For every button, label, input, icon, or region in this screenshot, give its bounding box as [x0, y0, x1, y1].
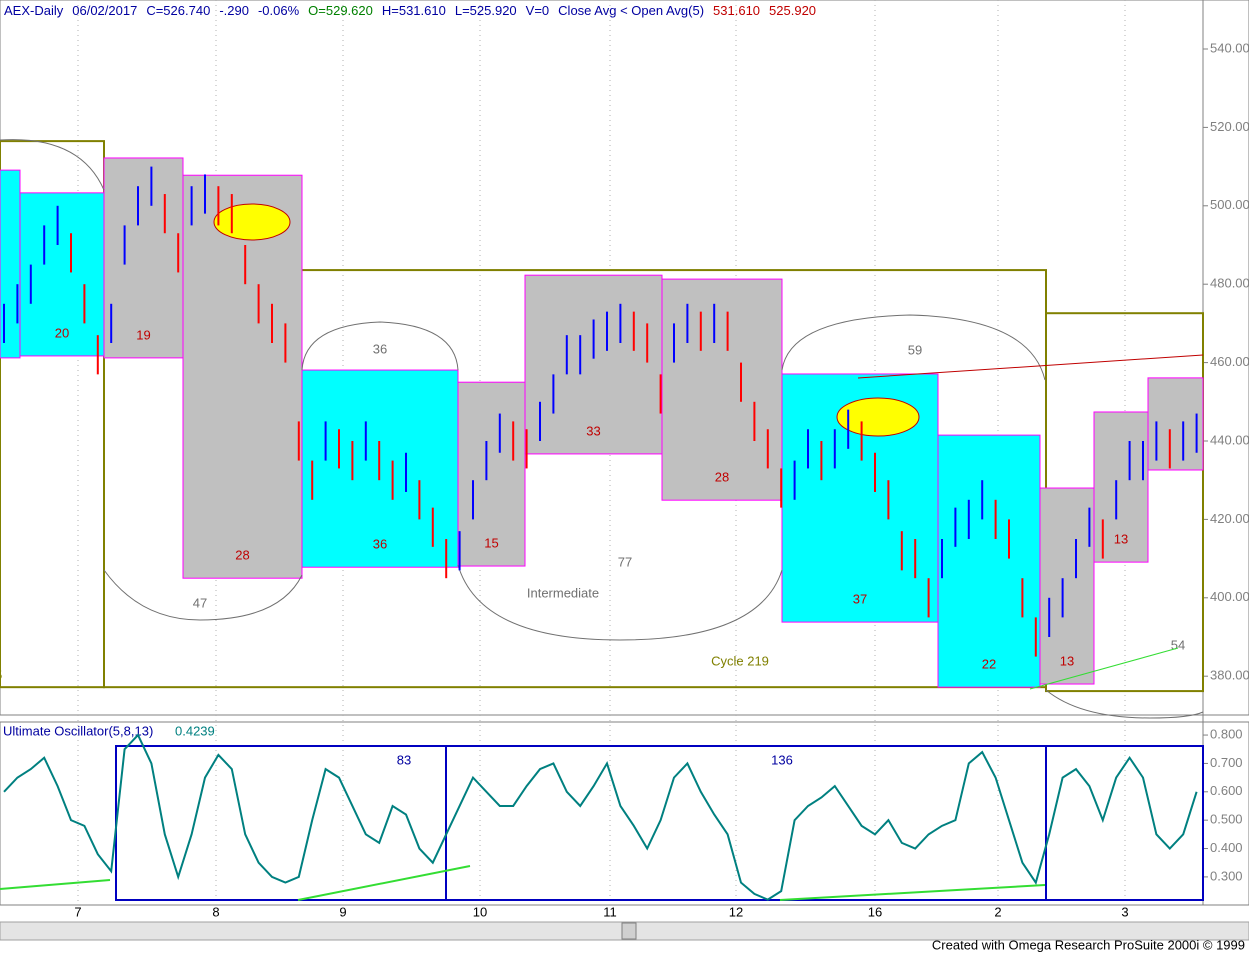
cycle-label: 36 [373, 537, 387, 552]
arc-label: 77 [618, 554, 632, 569]
cycle-label: 13 [1114, 532, 1128, 547]
y-tick-label: 0.400 [1210, 840, 1243, 855]
oscillator-panel [0, 721, 1249, 906]
y-tick-label: 420.00 [1210, 511, 1249, 526]
cycle-arc [457, 564, 783, 641]
y-tick-label: 0.600 [1210, 783, 1243, 798]
oscillator-title: Ultimate Oscillator(5,8,13) [3, 723, 153, 738]
x-tick-label: 12 [729, 904, 743, 919]
x-tick-label: 16 [868, 904, 882, 919]
trend-line [1029, 647, 1179, 690]
cycle-label: 37 [853, 592, 867, 607]
header-field: C=526.740 [146, 3, 211, 18]
cycle-label: 28 [715, 470, 729, 485]
oscillator-line [3, 733, 1198, 901]
arc-label: 47 [193, 595, 207, 610]
arc-label: 59 [908, 342, 922, 357]
trend-line [0, 879, 111, 890]
arc-label: 36 [373, 341, 387, 356]
scroll-thumb [621, 922, 637, 940]
x-tick-label: 8 [212, 904, 219, 919]
header-field: AEX-Daily [4, 3, 64, 18]
header-field: -.290 [219, 3, 249, 18]
highlight [213, 203, 291, 241]
cycle-arc [781, 314, 1046, 381]
x-tick-label: 9 [339, 904, 346, 919]
cycle-arc [103, 569, 303, 621]
cycle-label: 19 [136, 327, 150, 342]
cycle-label: 22 [982, 657, 996, 672]
cycle-box [524, 274, 663, 455]
cycle-label: 28 [235, 548, 249, 563]
y-tick-label: 0.500 [1210, 812, 1243, 827]
header-field: -0.06% [257, 3, 300, 18]
major-label: Cycle 219 [711, 653, 769, 668]
trend-line [297, 865, 471, 901]
cycle-box [19, 192, 105, 357]
cycle-arc [0, 139, 105, 191]
trend-line [779, 884, 1046, 901]
y-tick-label: 540.00 [1210, 40, 1249, 55]
header-field: 525.920 [769, 3, 817, 18]
trend-line [857, 354, 1204, 379]
header-field: V=0 [525, 3, 550, 18]
header-field: O=529.620 [308, 3, 373, 18]
header-field: Close Avg < Open Avg(5) [558, 3, 705, 18]
price-panel [0, 0, 1249, 716]
header-field: H=531.610 [381, 3, 446, 18]
header: AEX-Daily 06/02/2017 C=526.740 -.290 -0.06% O… [4, 3, 825, 18]
oscillator-value: 0.4239 [175, 723, 215, 738]
highlight [836, 397, 920, 437]
y-tick-label: 0.700 [1210, 755, 1243, 770]
oscillator-box-label: 136 [771, 752, 793, 767]
x-tick-label: 3 [1121, 904, 1128, 919]
cycle-label: 33 [586, 423, 600, 438]
x-tick-label: 10 [473, 904, 487, 919]
cycle-label: 20 [55, 325, 69, 340]
arc-label: Intermediate [527, 585, 599, 600]
y-tick-label: 500.00 [1210, 197, 1249, 212]
header-field: 06/02/2017 [72, 3, 138, 18]
y-tick-label: 0.300 [1210, 868, 1243, 883]
y-tick-label: 520.00 [1210, 119, 1249, 134]
x-tick-label: 7 [74, 904, 81, 919]
cycle-box [1039, 487, 1095, 685]
cycle-label: 15 [484, 535, 498, 550]
oscillator-box-label: 83 [397, 752, 411, 767]
cycle-box [937, 434, 1041, 688]
arc-label: 54 [1171, 637, 1185, 652]
header-field: L=525.920 [454, 3, 517, 18]
y-tick-label: 460.00 [1210, 354, 1249, 369]
footer: Created with Omega Research ProSuite 200… [932, 937, 1245, 952]
y-tick-label: 480.00 [1210, 276, 1249, 291]
cycle-arc [1045, 689, 1204, 719]
x-tick-label: 11 [603, 904, 617, 919]
y-tick-label: 400.00 [1210, 589, 1249, 604]
oscillator-box [1045, 745, 1204, 901]
cycle-box [182, 174, 303, 579]
cycle-box [457, 381, 526, 567]
major-label: 5 [0, 667, 2, 682]
cycle-box [103, 157, 184, 359]
y-tick-label: 440.00 [1210, 432, 1249, 447]
x-tick-label: 2 [994, 904, 1001, 919]
cycle-box [661, 278, 783, 501]
y-tick-label: 0.800 [1210, 726, 1243, 741]
header-field: 531.610 [713, 3, 761, 18]
cycle-arc [301, 321, 459, 371]
y-tick-label: 380.00 [1210, 668, 1249, 683]
cycle-label: 13 [1060, 653, 1074, 668]
